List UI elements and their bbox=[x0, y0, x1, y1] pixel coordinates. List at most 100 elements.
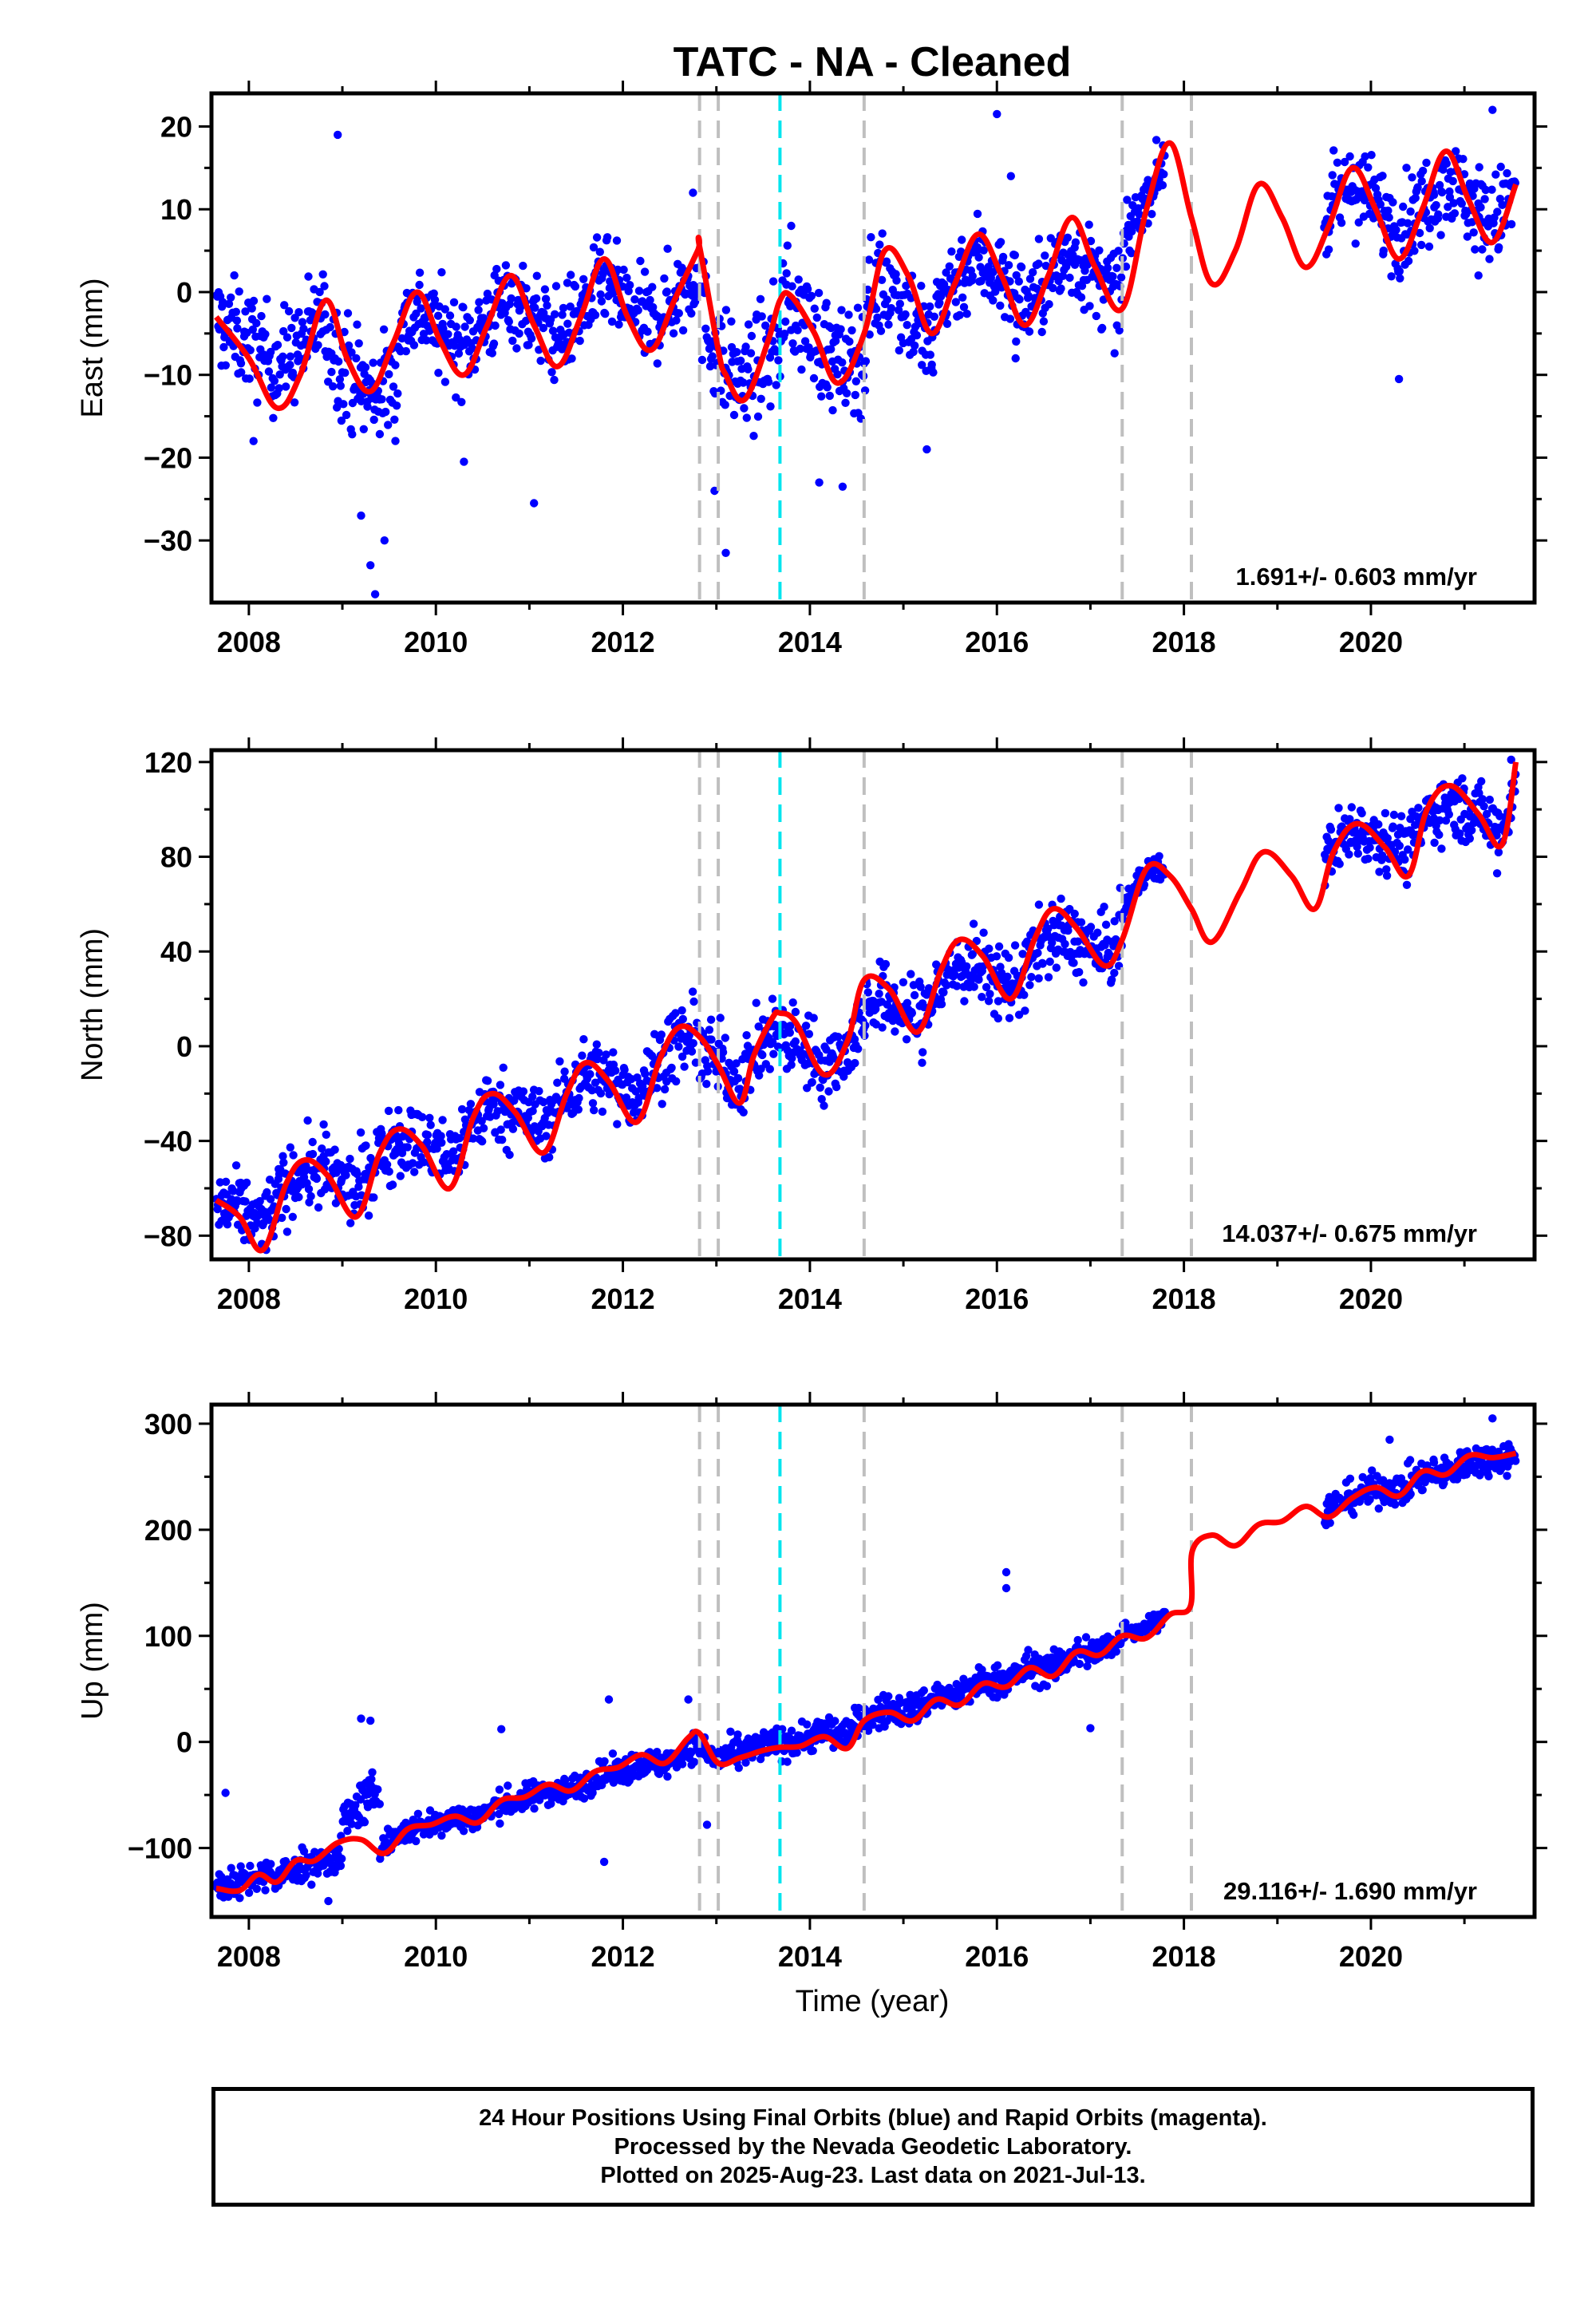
observation-point bbox=[519, 1087, 528, 1096]
observation-point bbox=[343, 309, 353, 318]
observation-point bbox=[221, 361, 230, 370]
observation-point bbox=[530, 1804, 539, 1813]
observation-point bbox=[265, 1215, 274, 1224]
observation-point bbox=[574, 1105, 583, 1114]
panel-north: 2008 2010 2012 2014 2016 2018 2020 120 80 40 0 −40 −… bbox=[76, 737, 1547, 1315]
observation-point bbox=[433, 311, 443, 320]
observation-point bbox=[267, 347, 275, 357]
observation-point bbox=[519, 261, 527, 271]
observation-point bbox=[985, 944, 994, 953]
y-tick-label: 10 bbox=[160, 193, 192, 226]
observation-outlier bbox=[370, 590, 380, 599]
observation-point bbox=[1468, 826, 1476, 835]
observation-point bbox=[945, 262, 954, 271]
observation-point bbox=[246, 1861, 255, 1871]
observation-point bbox=[794, 275, 803, 284]
observation-outlier bbox=[1394, 374, 1404, 384]
observation-point bbox=[1048, 939, 1057, 947]
observation-point bbox=[245, 374, 254, 383]
observation-point bbox=[429, 289, 438, 298]
observation-point bbox=[1061, 939, 1069, 949]
observation-point bbox=[235, 1894, 244, 1903]
observation-point bbox=[575, 1093, 583, 1103]
observation-point bbox=[894, 306, 903, 314]
observation-point bbox=[1482, 809, 1491, 819]
observation-point bbox=[415, 268, 425, 277]
caption-box: 24 Hour Positions Using Final Orbits (bl… bbox=[211, 2087, 1535, 2207]
observation-point bbox=[244, 1888, 254, 1897]
observation-point bbox=[313, 1869, 322, 1878]
observation-point bbox=[1073, 937, 1082, 946]
observation-point bbox=[598, 1107, 607, 1117]
plot-area-east bbox=[212, 93, 1520, 603]
observation-point bbox=[842, 389, 851, 397]
observation-point bbox=[721, 401, 729, 409]
observation-point bbox=[823, 383, 832, 392]
observation-point bbox=[455, 1134, 464, 1143]
observation-point bbox=[918, 361, 926, 370]
observation-point bbox=[342, 410, 351, 420]
observation-point bbox=[660, 1085, 670, 1094]
observation-point bbox=[1353, 849, 1363, 858]
observation-point bbox=[306, 1192, 315, 1201]
observation-point bbox=[634, 306, 642, 314]
observation-point bbox=[430, 295, 440, 304]
observation-point bbox=[375, 429, 385, 439]
observation-point bbox=[308, 1149, 318, 1159]
observation-point bbox=[303, 1116, 312, 1125]
observation-point bbox=[774, 356, 783, 365]
observation-point bbox=[942, 319, 952, 328]
x-tick-label: 2018 bbox=[1152, 1940, 1216, 1973]
observation-point bbox=[1020, 990, 1029, 999]
observation-point bbox=[1025, 981, 1034, 990]
observation-point bbox=[1404, 256, 1413, 266]
observation-point bbox=[389, 382, 398, 391]
observation-point bbox=[957, 247, 966, 256]
observation-point bbox=[558, 310, 567, 319]
observation-point bbox=[907, 1009, 917, 1018]
observation-point bbox=[1112, 1647, 1121, 1656]
observation-point bbox=[279, 352, 287, 361]
observation-point bbox=[899, 978, 908, 987]
observation-point bbox=[653, 1748, 662, 1757]
observation-point bbox=[1511, 1456, 1520, 1465]
observation-point bbox=[346, 1219, 355, 1227]
y-tick-label: 0 bbox=[176, 276, 192, 309]
observation-point bbox=[1481, 185, 1491, 195]
observation-outlier bbox=[1001, 1583, 1011, 1593]
observation-point bbox=[1475, 163, 1483, 172]
observation-point bbox=[346, 1154, 354, 1164]
observation-point bbox=[1121, 262, 1131, 271]
observation-point bbox=[578, 1051, 587, 1060]
observation-point bbox=[992, 952, 1001, 961]
observation-point bbox=[697, 355, 707, 365]
observation-point bbox=[916, 982, 925, 991]
observation-point bbox=[1340, 157, 1349, 167]
observation-point bbox=[875, 240, 884, 249]
observation-point bbox=[1057, 1650, 1067, 1658]
observation-point bbox=[356, 1128, 365, 1137]
observation-point bbox=[1493, 207, 1502, 216]
x-tick-label: 2018 bbox=[1152, 626, 1216, 658]
y-axis-label-north: North (mm) bbox=[76, 928, 109, 1081]
observation-point bbox=[708, 352, 717, 361]
observation-point bbox=[230, 271, 239, 280]
x-tick-label: 2014 bbox=[778, 1282, 842, 1315]
observation-point bbox=[733, 1730, 742, 1739]
observation-point bbox=[252, 318, 261, 328]
observation-point bbox=[1424, 242, 1434, 251]
observation-point bbox=[318, 1144, 326, 1153]
observation-point bbox=[726, 1727, 735, 1736]
observation-point bbox=[597, 297, 606, 306]
observation-point bbox=[1027, 973, 1036, 982]
observation-point bbox=[588, 1099, 598, 1108]
observation-point bbox=[785, 1028, 794, 1037]
observation-point bbox=[831, 1717, 839, 1725]
observation-point bbox=[1345, 815, 1354, 824]
observation-point bbox=[1439, 165, 1448, 174]
plot-area-north bbox=[212, 750, 1520, 1259]
observation-point bbox=[320, 282, 329, 290]
observation-point bbox=[566, 302, 575, 311]
observation-point bbox=[505, 1150, 514, 1160]
observation-point bbox=[391, 437, 400, 445]
